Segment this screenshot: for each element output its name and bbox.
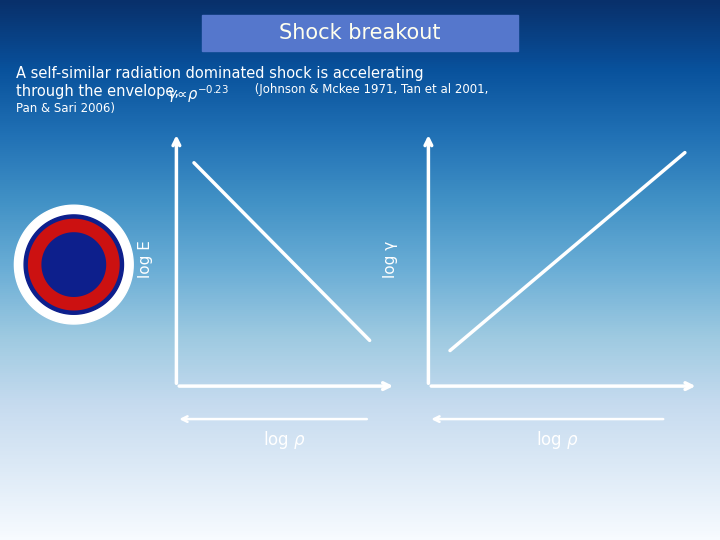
Polygon shape	[14, 205, 133, 324]
Text: A self-similar radiation dominated shock is accelerating: A self-similar radiation dominated shock…	[16, 66, 423, 81]
Text: Shock breakout: Shock breakout	[279, 23, 441, 43]
Polygon shape	[44, 235, 104, 294]
Text: $\log\,\rho$: $\log\,\rho$	[536, 429, 580, 451]
Text: (Johnson & Mckee 1971, Tan et al 2001,: (Johnson & Mckee 1971, Tan et al 2001,	[251, 83, 488, 96]
Text: log E: log E	[138, 240, 153, 278]
Text: $\log\,\rho$: $\log\,\rho$	[263, 429, 306, 451]
Polygon shape	[24, 215, 124, 314]
Text: log γ: log γ	[383, 241, 398, 278]
Text: $\gamma\!\propto\!\rho^{-0.23}$: $\gamma\!\propto\!\rho^{-0.23}$	[167, 84, 229, 105]
PathPatch shape	[28, 219, 120, 310]
Text: Pan & Sari 2006): Pan & Sari 2006)	[16, 102, 115, 114]
Text: through the envelope,: through the envelope,	[16, 84, 184, 99]
